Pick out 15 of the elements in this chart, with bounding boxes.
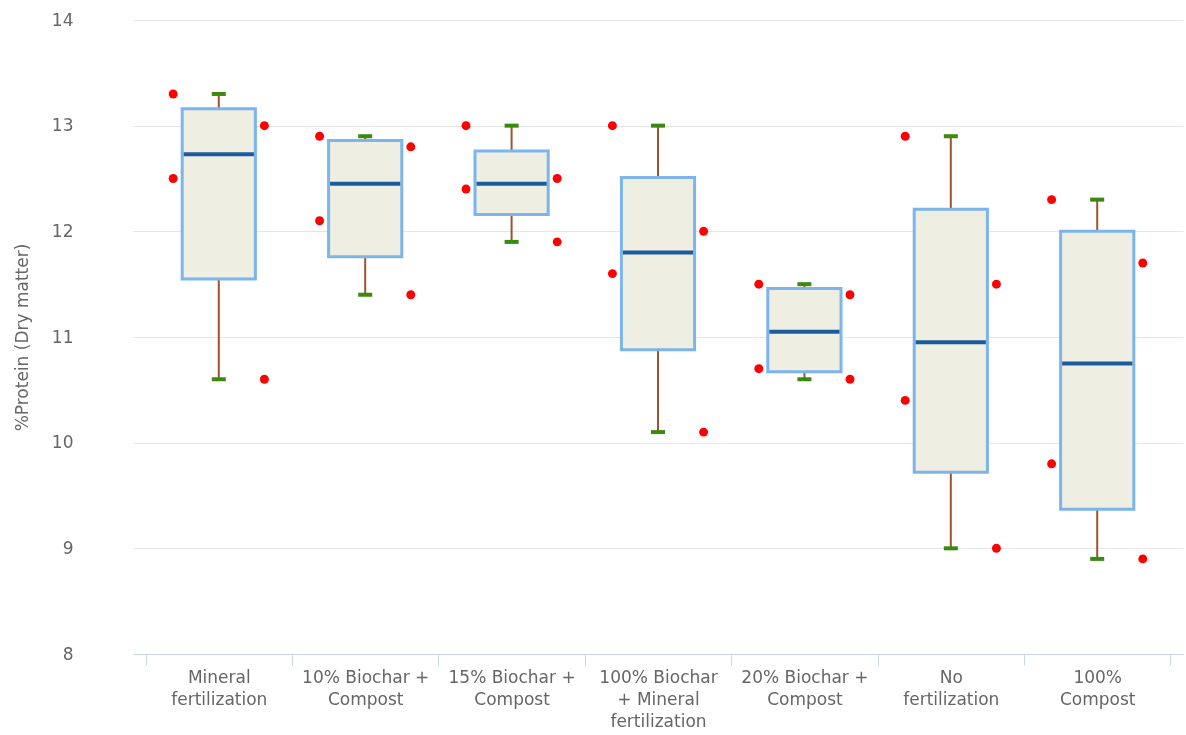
y-tick-label: 10 — [51, 432, 74, 453]
y-tick-label: 9 — [62, 537, 74, 558]
x-tick-label: No fertilization — [903, 666, 1000, 709]
x-tick-label: 15% Biochar + Compost — [448, 666, 576, 709]
y-tick-label: 11 — [51, 326, 74, 347]
y-axis-title: %Protein (Dry matter) — [11, 243, 32, 432]
y-tick-label: 13 — [51, 115, 74, 136]
x-tick-label: 20% Biochar + Compost — [741, 666, 869, 709]
y-tick-label: 8 — [62, 643, 74, 664]
x-tick-label: 10% Biochar + Compost — [302, 666, 430, 709]
x-tick-label: 100% Biochar + Mineral fertilization — [599, 666, 718, 731]
y-tick-label: 12 — [51, 220, 74, 241]
x-tick-label: Mineral fertilization — [171, 666, 268, 709]
y-tick-label: 14 — [51, 9, 74, 30]
x-tick-label: 100% Compost — [1059, 666, 1136, 709]
